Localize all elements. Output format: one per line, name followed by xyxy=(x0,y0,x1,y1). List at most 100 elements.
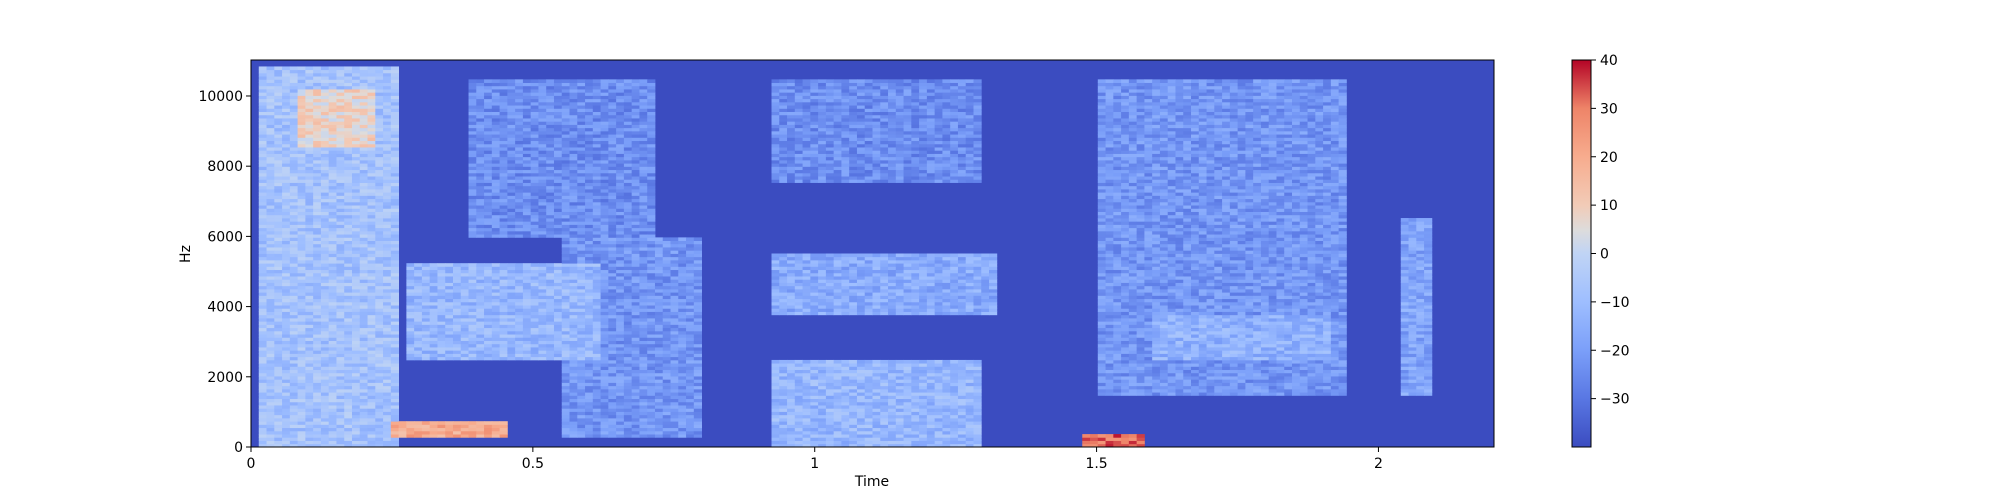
spectrogram-cell xyxy=(258,250,267,254)
spectrogram-cell xyxy=(592,434,601,438)
spectrogram-cell xyxy=(507,121,516,125)
spectrogram-cell xyxy=(515,340,524,345)
spectrogram-cell xyxy=(538,114,547,119)
spectrogram-cell xyxy=(491,205,500,209)
spectrogram-cell xyxy=(266,98,275,103)
spectrogram-cell xyxy=(569,427,578,432)
spectrogram-cell xyxy=(390,276,400,280)
spectrogram-cell xyxy=(406,305,415,309)
spectrogram-cell xyxy=(344,205,353,209)
spectrogram-cell xyxy=(600,366,609,371)
spectrogram-cell xyxy=(282,359,291,364)
spectrogram-cell xyxy=(678,279,687,283)
spectrogram-cell xyxy=(320,189,330,193)
spectrogram-cell xyxy=(686,421,695,425)
spectrogram-cell xyxy=(553,356,563,361)
spectrogram-cell xyxy=(274,130,283,135)
spectrogram-cell xyxy=(289,92,299,96)
spectrogram-cell xyxy=(654,424,664,429)
spectrogram-cell xyxy=(359,372,368,377)
spectrogram-cell xyxy=(569,388,578,393)
spectrogram-cell xyxy=(647,414,656,419)
spectrogram-cell xyxy=(476,330,485,335)
spectrogram-cell xyxy=(328,256,337,261)
spectrogram-cell xyxy=(639,288,648,293)
spectrogram-cell xyxy=(359,163,368,167)
spectrogram-cell xyxy=(499,101,508,106)
spectrogram-cell xyxy=(289,169,299,174)
spectrogram-cell xyxy=(351,372,361,377)
spectrogram-cell xyxy=(686,434,695,438)
spectrogram-cell xyxy=(266,72,275,77)
spectrogram-cell xyxy=(289,69,299,74)
spectrogram-cell xyxy=(282,379,291,383)
spectrogram-cell xyxy=(507,208,516,212)
spectrogram-cell xyxy=(367,424,376,429)
spectrogram-cell xyxy=(282,353,291,358)
spectrogram-cell xyxy=(468,434,477,438)
spectrogram-cell xyxy=(569,408,578,412)
spectrogram-cell xyxy=(437,305,446,309)
spectrogram-cell xyxy=(491,327,500,332)
spectrogram-cell xyxy=(297,237,306,241)
spectrogram-cell xyxy=(359,401,368,406)
spectrogram-cell xyxy=(274,369,283,374)
spectrogram-cell xyxy=(297,192,306,196)
spectrogram-cell xyxy=(647,330,656,335)
spectrogram-cell xyxy=(647,363,656,367)
spectrogram-cell xyxy=(351,411,361,416)
spectrogram-cell xyxy=(414,337,423,341)
spectrogram-cell xyxy=(569,376,578,380)
spectrogram-cell xyxy=(608,156,617,161)
spectrogram-cell xyxy=(499,321,508,325)
spectrogram-cell xyxy=(499,434,508,438)
spectrogram-cell xyxy=(289,385,299,390)
spectrogram-cell xyxy=(429,288,438,293)
spectrogram-cell xyxy=(359,276,368,280)
spectrogram-cell xyxy=(351,127,361,132)
spectrogram-cell xyxy=(639,330,648,335)
spectrogram-cell xyxy=(662,372,671,377)
spectrogram-cell xyxy=(522,301,532,306)
spectrogram-cell xyxy=(553,124,563,129)
spectrogram-cell xyxy=(585,266,594,271)
spectrogram-cell xyxy=(577,124,586,129)
spectrogram-cell xyxy=(297,134,306,138)
spectrogram-cell xyxy=(375,266,384,271)
spectrogram-cell xyxy=(359,147,368,151)
spectrogram-cell xyxy=(662,401,671,406)
spectrogram-cell xyxy=(375,143,384,148)
spectrogram-cell xyxy=(274,208,283,212)
spectrogram-cell xyxy=(406,337,415,341)
spectrogram-cell xyxy=(375,295,384,300)
spectrogram-cell xyxy=(600,240,609,245)
spectrogram-cell xyxy=(344,137,353,142)
spectrogram-cell xyxy=(569,279,578,283)
spectrogram-cell xyxy=(297,124,306,129)
spectrogram-cell xyxy=(608,82,617,87)
spectrogram-cell xyxy=(515,295,524,300)
spectrogram-cell xyxy=(561,95,570,100)
spectrogram-cell xyxy=(297,159,306,164)
spectrogram-cell xyxy=(654,282,664,287)
spectrogram-cell xyxy=(344,195,353,200)
spectrogram-cell xyxy=(616,318,625,322)
spectrogram-cell xyxy=(367,234,376,238)
spectrogram-cell xyxy=(305,288,314,293)
spectrogram-cell xyxy=(274,134,283,138)
spectrogram-cell xyxy=(654,372,664,377)
spectrogram-cell xyxy=(313,369,322,374)
spectrogram-cell xyxy=(282,179,291,183)
spectrogram-cell xyxy=(437,421,446,425)
spectrogram-cell xyxy=(530,108,539,112)
spectrogram-cell xyxy=(274,147,283,151)
spectrogram-cell xyxy=(623,276,633,280)
spectrogram-cell xyxy=(530,98,539,103)
spectrogram-cell xyxy=(274,263,283,267)
spectrogram-cell xyxy=(686,359,695,364)
spectrogram-cell xyxy=(631,427,640,432)
spectrogram-cell xyxy=(282,285,291,290)
spectrogram-cell xyxy=(662,424,671,429)
spectrogram-cell xyxy=(336,311,345,316)
spectrogram-cell xyxy=(336,79,345,83)
